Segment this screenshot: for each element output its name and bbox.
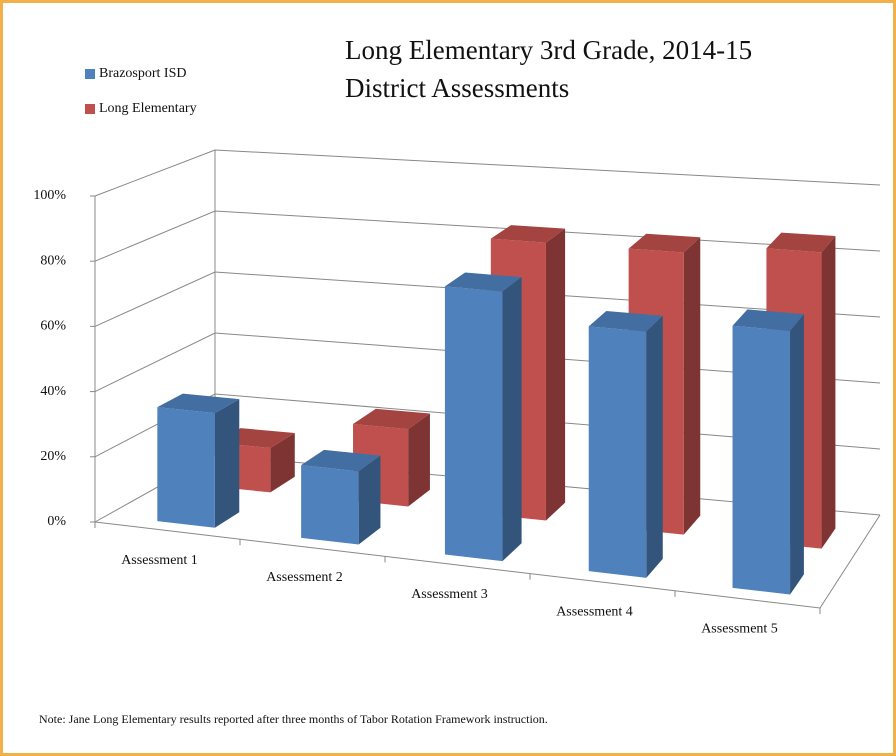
legend-swatch	[85, 69, 95, 79]
bar-top	[490, 225, 566, 243]
x-tick-label: Assessment 4	[556, 604, 633, 619]
chart-title: Long Elementary 3rd Grade, 2014-15 Distr…	[345, 35, 753, 103]
bar-top	[766, 232, 836, 253]
bar-side	[358, 455, 381, 545]
y-tick-label: 60%	[40, 319, 66, 334]
bar-front	[588, 326, 647, 578]
bar-top	[444, 272, 522, 292]
bar-top	[588, 310, 663, 332]
note: Note: Jane Long Elementary results repor…	[39, 712, 548, 726]
y-tick-label: 40%	[40, 384, 66, 399]
bar-top	[732, 309, 804, 331]
x-tick-label: Assessment 3	[411, 587, 488, 602]
bar-front	[157, 407, 215, 528]
bar-side	[790, 314, 804, 595]
grid-line	[94, 149, 881, 197]
y-tick-label: 20%	[40, 449, 66, 464]
bar-side	[502, 277, 522, 562]
bar	[588, 310, 663, 578]
bar-top	[301, 449, 381, 472]
x-tick-label: Assessment 2	[266, 570, 343, 585]
bar-front	[732, 325, 791, 595]
bar-side	[270, 433, 295, 493]
bar	[444, 272, 522, 562]
bar-side	[646, 315, 663, 578]
legend-label: Long Elementary	[99, 101, 197, 116]
y-tick-label: 0%	[47, 514, 66, 529]
grid-line	[94, 210, 881, 262]
legend-label: Brazosport ISD	[99, 66, 187, 81]
legend-swatch	[85, 104, 95, 114]
bar-front	[444, 286, 503, 562]
chart: 0% 20% 40% 60% 80% 100% Assessment 1 Assessment…	[33, 66, 881, 637]
bar-side	[408, 413, 430, 507]
y-tick-label: 100%	[33, 188, 66, 203]
bar-top	[157, 393, 240, 414]
bar-front	[301, 465, 359, 545]
bar-side	[821, 236, 836, 549]
bar-top	[628, 233, 701, 253]
bar	[301, 449, 381, 545]
x-tick-label: Assessment 5	[701, 622, 778, 637]
bar-side	[545, 228, 566, 521]
x-tick-label: Assessment 1	[121, 553, 198, 568]
bar	[157, 393, 240, 528]
y-tick-label: 80%	[40, 253, 66, 268]
bar-top	[353, 408, 430, 430]
bar	[732, 309, 804, 595]
bar-side	[214, 399, 240, 528]
bar-side	[683, 237, 701, 535]
